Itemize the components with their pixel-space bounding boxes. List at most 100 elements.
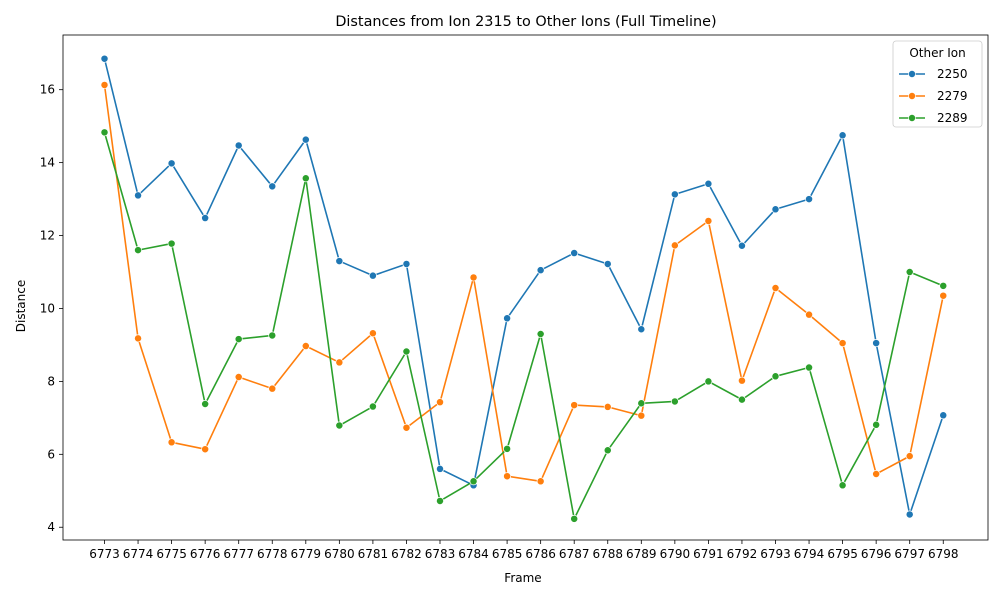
data-point-2250: [670, 190, 679, 199]
data-point-2289: [670, 397, 679, 406]
data-point-2279: [134, 334, 142, 343]
data-point-2250: [268, 182, 277, 191]
series-line-2289: [103, 132, 944, 520]
data-point-2279: [368, 329, 377, 338]
data-point-2279: [637, 411, 646, 420]
data-point-2250: [637, 325, 646, 334]
plot-area: 6773 6774 6775 6776 6777 6778 6779 6780 6781 6782…: [40, 34, 989, 561]
x-tick-label: 6775: [156, 547, 187, 561]
data-point-2279: [771, 284, 780, 292]
series-line-2250: [103, 58, 945, 516]
series-line-2279: [103, 84, 945, 483]
data-point-2250: [368, 271, 377, 280]
data-point-2289: [771, 372, 780, 381]
x-tick-label: 6781: [358, 547, 389, 561]
data-point-2250: [939, 411, 948, 420]
x-tick-label: 6797: [894, 547, 925, 561]
data-point-2250: [603, 260, 612, 268]
data-point-2279: [805, 310, 814, 319]
data-point-2289: [201, 400, 210, 408]
data-point-2250: [335, 257, 344, 266]
x-tick-label: 6792: [727, 547, 758, 561]
data-point-2279: [838, 339, 847, 348]
data-point-2250: [503, 314, 512, 323]
axes-frame: [62, 34, 989, 541]
x-tick-label: 6794: [794, 547, 825, 561]
x-tick-label: 6786: [525, 547, 556, 561]
x-tick-label: 6782: [391, 547, 422, 561]
x-axis-label: Frame: [504, 571, 541, 585]
data-point-2289: [436, 497, 444, 505]
data-point-2279: [335, 358, 344, 367]
data-point-2279: [234, 373, 243, 381]
data-point-2250: [771, 205, 780, 214]
data-point-2289: [838, 481, 847, 490]
x-tick-label: 6784: [458, 547, 489, 561]
data-point-2279: [100, 81, 109, 89]
x-tick-label: 6796: [861, 547, 892, 561]
data-point-2289: [704, 377, 713, 386]
data-point-2250: [402, 260, 411, 268]
data-point-2289: [335, 421, 344, 430]
data-point-2289: [134, 246, 142, 255]
data-point-2250: [738, 241, 746, 250]
data-point-2289: [637, 399, 646, 408]
data-point-2289: [503, 444, 512, 453]
legend-title: Other Ion: [909, 46, 965, 60]
x-tick-label: 6776: [190, 547, 221, 561]
data-point-2289: [402, 347, 411, 356]
data-point-2250: [536, 266, 545, 275]
x-tick-label: 6783: [425, 547, 456, 561]
data-point-2279: [503, 472, 512, 481]
data-point-2279: [402, 423, 411, 432]
legend-box: [892, 40, 983, 128]
data-point-2279: [301, 342, 310, 350]
data-point-2289: [603, 446, 612, 455]
x-tick-label: 6779: [291, 547, 322, 561]
x-tick-label: 6774: [123, 547, 154, 561]
x-tick-label: 6795: [827, 547, 858, 561]
data-point-2289: [905, 268, 914, 276]
x-tick-label: 6780: [324, 547, 355, 561]
data-point-2279: [436, 398, 444, 407]
chart-title: Distances from Ion 2315 to Other Ions (F…: [335, 14, 716, 30]
data-point-2279: [905, 452, 914, 461]
data-point-2289: [301, 174, 310, 183]
data-point-2250: [167, 159, 176, 168]
data-point-2279: [469, 273, 478, 282]
x-tick-label: 6793: [760, 547, 791, 561]
data-point-2279: [268, 384, 277, 393]
data-point-2279: [872, 470, 881, 478]
data-point-2279: [167, 438, 176, 447]
data-point-2289: [570, 514, 579, 523]
data-point-2279: [670, 241, 679, 250]
data-point-2250: [436, 464, 444, 473]
data-point-2250: [134, 191, 142, 200]
data-point-2250: [704, 179, 713, 188]
legend-marker-2289: [908, 114, 916, 122]
data-point-2250: [234, 141, 243, 150]
y-tick-label: 6: [47, 447, 55, 461]
data-point-2250: [570, 249, 579, 257]
data-point-2289: [536, 330, 545, 338]
data-point-2250: [201, 214, 210, 222]
data-point-2279: [603, 402, 612, 411]
data-point-2279: [536, 477, 545, 486]
y-tick-label: 4: [47, 520, 55, 534]
data-point-2289: [805, 363, 814, 372]
data-point-2279: [738, 376, 746, 385]
x-tick-label: 6787: [559, 547, 590, 561]
data-point-2250: [905, 510, 914, 519]
y-tick-label: 10: [40, 301, 55, 315]
data-point-2289: [469, 477, 478, 486]
y-axis-label: Distance: [14, 280, 28, 332]
y-tick-label: 12: [40, 229, 55, 243]
data-point-2279: [704, 217, 713, 225]
data-point-2279: [570, 401, 579, 410]
data-point-2250: [805, 195, 814, 204]
legend-label-2289: 2289: [937, 111, 968, 125]
data-point-2250: [838, 131, 847, 140]
